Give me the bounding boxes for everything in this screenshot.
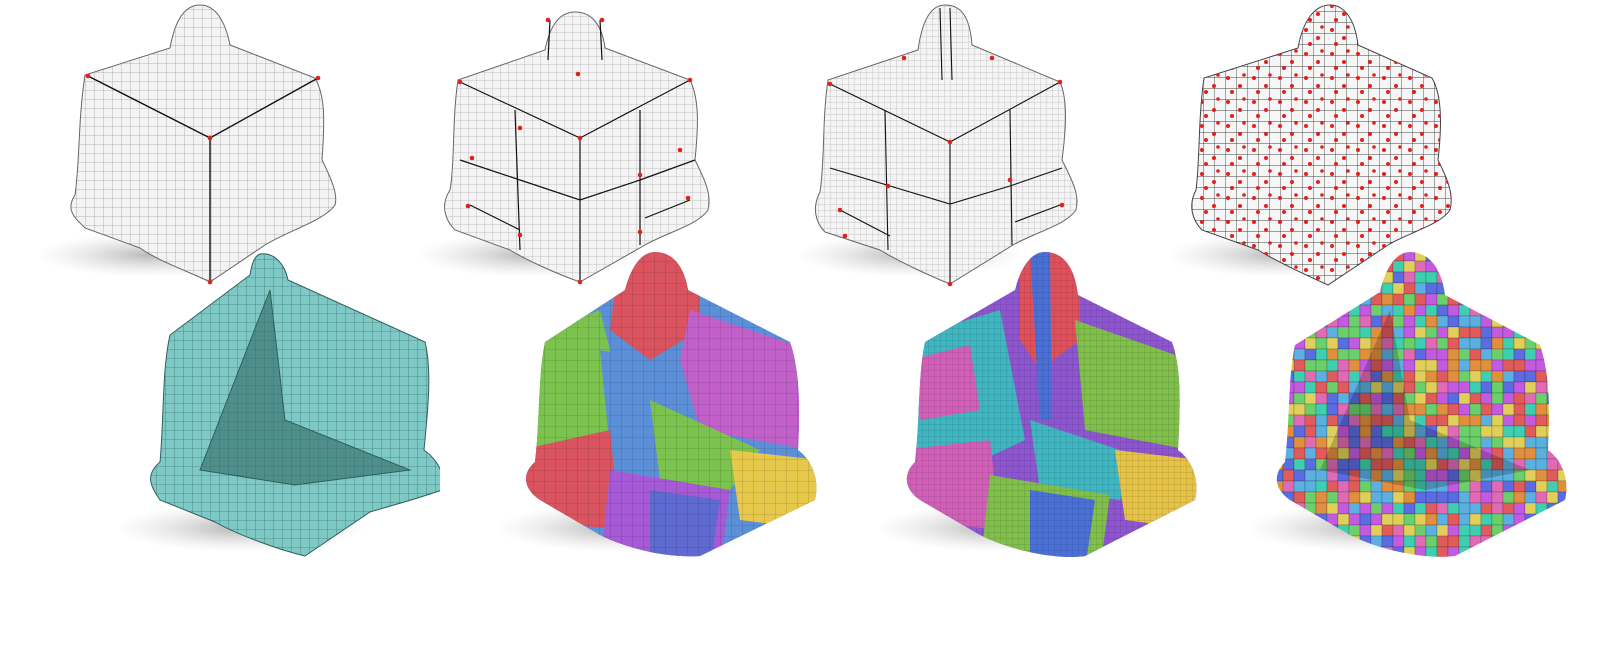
wireframe-mesh-3 — [800, 0, 1100, 300]
cutaway-solid-mesh — [120, 250, 440, 557]
cutaway-patch-mesh — [500, 250, 817, 557]
singularity-points — [457, 17, 693, 285]
cutaway-fine-patch-mesh — [880, 250, 1197, 557]
singularity-points — [85, 73, 321, 285]
singularity-points — [1191, 5, 1452, 285]
singularity-points — [827, 55, 1065, 287]
wireframe-mesh-4 — [1170, 0, 1470, 300]
cutaway-random-cell-mesh — [1250, 250, 1567, 557]
wireframe-mesh-2 — [420, 0, 720, 300]
wireframe-mesh-1 — [40, 0, 340, 300]
